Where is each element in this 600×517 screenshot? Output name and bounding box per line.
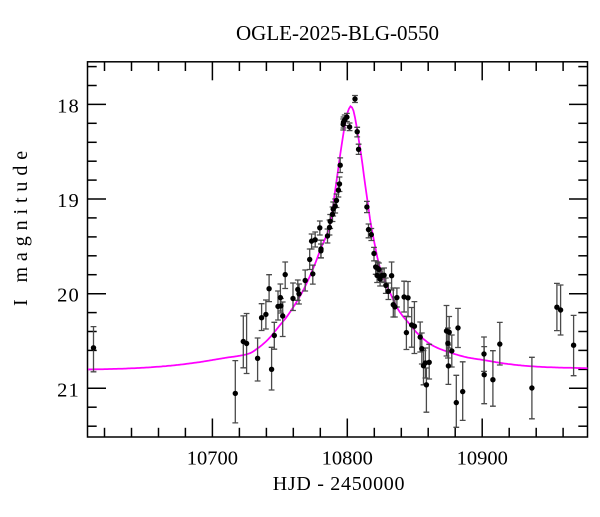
svg-text:10900: 10900	[457, 448, 508, 470]
svg-text:19: 19	[57, 190, 80, 212]
svg-text:HJD - 2450000: HJD - 2450000	[273, 473, 405, 495]
svg-text:I magnitude: I magnitude	[10, 145, 32, 306]
svg-text:18: 18	[57, 95, 80, 117]
svg-text:20: 20	[57, 285, 80, 307]
svg-text:OGLE-2025-BLG-0550: OGLE-2025-BLG-0550	[236, 21, 439, 45]
svg-text:21: 21	[57, 379, 80, 401]
svg-text:10700: 10700	[187, 448, 238, 470]
svg-text:10800: 10800	[322, 448, 373, 470]
